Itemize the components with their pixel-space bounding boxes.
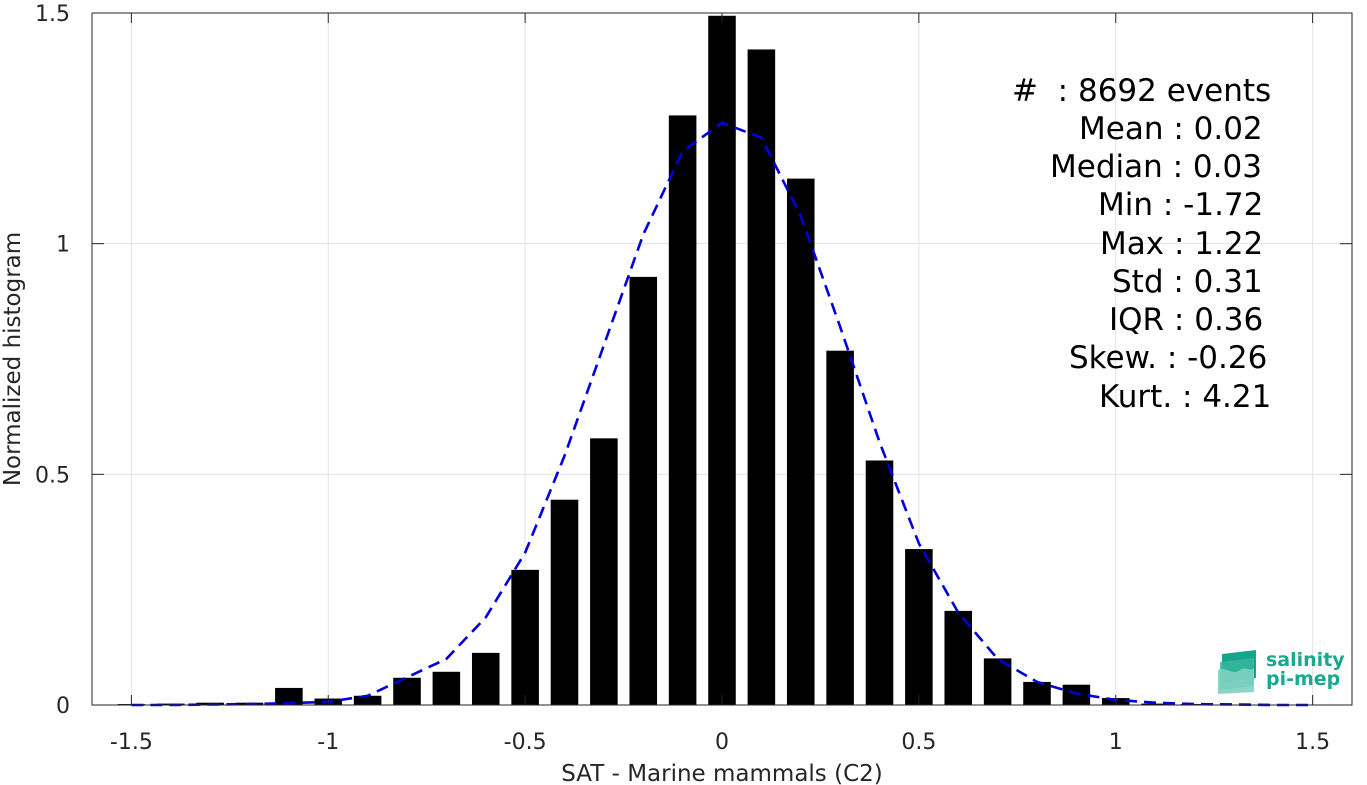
salinity-pi-mep-logo: salinity pi-mep (1216, 646, 1346, 696)
stat-min: Min : -1.72 (1098, 187, 1264, 223)
x-tick-labels: -1.5 -1 -0.5 0 0.5 1 1.5 (110, 730, 1330, 755)
logo-text-salinity: salinity (1266, 649, 1345, 671)
x-tick-label: -1.5 (110, 730, 153, 755)
histogram-bar (629, 276, 658, 705)
y-tick-labels: 0 0.5 1 1.5 (35, 2, 70, 719)
histogram-bar (905, 549, 933, 705)
stat-mean: Mean : 0.02 (1079, 111, 1263, 147)
x-tick-label: 1 (1109, 730, 1123, 755)
histogram-bar (747, 49, 776, 706)
x-tick-label: -0.5 (504, 730, 547, 755)
logo-text-pimep: pi-mep (1266, 668, 1341, 690)
histogram-bar (786, 178, 815, 706)
axis-ticks (92, 12, 1352, 706)
histogram-bar (511, 569, 539, 705)
stat-kurt: Kurt. : 4.21 (1099, 379, 1272, 415)
histogram-bar (668, 115, 697, 705)
histogram-bar (1141, 703, 1169, 705)
x-tick-label: 1.5 (1295, 730, 1330, 755)
histogram-bar (865, 460, 894, 705)
stat-skew: Skew. : -0.26 (1069, 340, 1268, 376)
y-tick-label: 0 (56, 694, 70, 719)
histogram-bar (590, 438, 618, 705)
y-tick-label: 1.5 (35, 2, 70, 27)
histogram-bar (432, 671, 461, 705)
x-tick-label: -1 (317, 730, 339, 755)
histogram-bar (708, 15, 736, 705)
x-axis-label: SAT - Marine mammals (C2) (561, 761, 883, 785)
stat-std: Std : 0.31 (1112, 264, 1263, 300)
histogram-bars (117, 15, 1248, 706)
x-tick-label: 0 (715, 730, 729, 755)
histogram-bar (471, 652, 500, 705)
histogram-bar (944, 610, 973, 705)
histogram-bar (826, 350, 854, 705)
stat-iqr: IQR : 0.36 (1109, 302, 1264, 338)
x-tick-label: 0.5 (901, 730, 936, 755)
histogram-bar (550, 499, 579, 705)
stat-max: Max : 1.22 (1100, 226, 1264, 262)
wave-logo-icon (1218, 650, 1256, 694)
y-tick-label: 1 (56, 233, 70, 258)
histogram-bar (275, 687, 303, 705)
y-tick-label: 0.5 (35, 463, 70, 488)
stat-events: # : 8692 events (1012, 73, 1272, 109)
y-axis-label: Normalized histogram (0, 232, 26, 486)
histogram-bar (1023, 681, 1051, 705)
stat-median: Median : 0.03 (1050, 149, 1262, 185)
histogram-bar (353, 695, 382, 705)
histogram-bar (983, 658, 1012, 705)
histogram-bar (1062, 684, 1091, 705)
